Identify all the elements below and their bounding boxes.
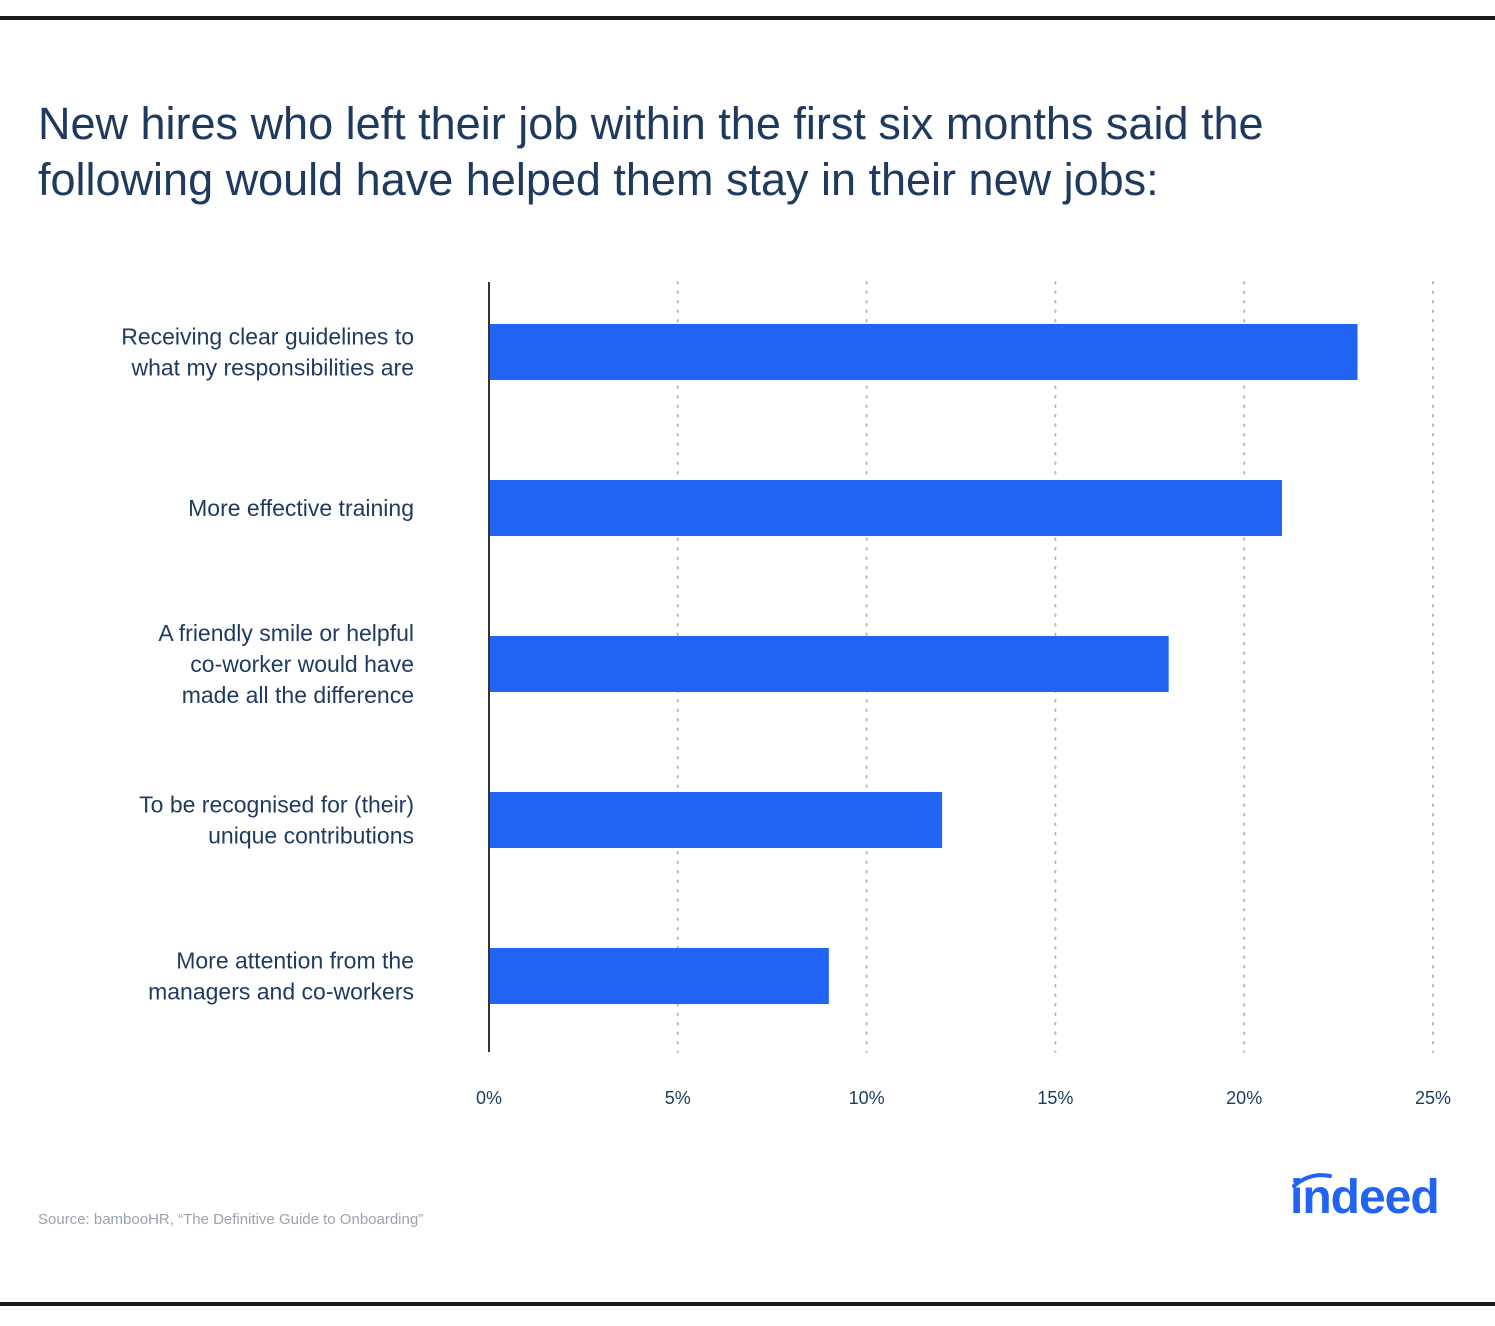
chart-title-line-1: New hires who left their job within the … bbox=[38, 98, 1264, 149]
bar bbox=[489, 636, 1169, 692]
category-label: unique contributions bbox=[208, 823, 414, 849]
category-label: managers and co-workers bbox=[148, 979, 414, 1005]
x-tick-label: 20% bbox=[1226, 1088, 1262, 1108]
category-label: A friendly smile or helpful bbox=[158, 620, 414, 646]
category-label: To be recognised for (their) bbox=[139, 792, 414, 818]
bar bbox=[489, 792, 943, 848]
source-note: Source: bambooHR, “The Definitive Guide … bbox=[38, 1211, 424, 1228]
category-label: what my responsibilities are bbox=[130, 355, 414, 381]
bottom-rule bbox=[0, 1302, 1495, 1306]
x-tick-label: 5% bbox=[665, 1088, 691, 1108]
x-tick-label: 15% bbox=[1037, 1088, 1073, 1108]
indeed-logo: indeed bbox=[1290, 1171, 1440, 1224]
category-label: More effective training bbox=[188, 495, 414, 521]
x-tick-label: 25% bbox=[1415, 1088, 1451, 1108]
x-tick-label: 10% bbox=[849, 1088, 885, 1108]
category-label: Receiving clear guidelines to bbox=[121, 324, 414, 350]
category-label: made all the difference bbox=[182, 682, 414, 708]
bar bbox=[489, 948, 829, 1004]
indeed-logo-arc-icon bbox=[1292, 1173, 1332, 1188]
chart-title-line-2: following would have helped them stay in… bbox=[38, 154, 1159, 205]
top-rule bbox=[0, 16, 1495, 20]
category-label: More attention from the bbox=[176, 948, 414, 974]
chart-title: New hires who left their job within the … bbox=[38, 96, 1458, 208]
x-tick-label: 0% bbox=[476, 1088, 502, 1108]
category-label: co-worker would have bbox=[190, 651, 414, 677]
bar bbox=[489, 480, 1282, 536]
bar-chart: 0% 5% 10% 15% 20% 25% Receiving clear guidelin… bbox=[121, 281, 1451, 1108]
bar bbox=[489, 324, 1358, 380]
